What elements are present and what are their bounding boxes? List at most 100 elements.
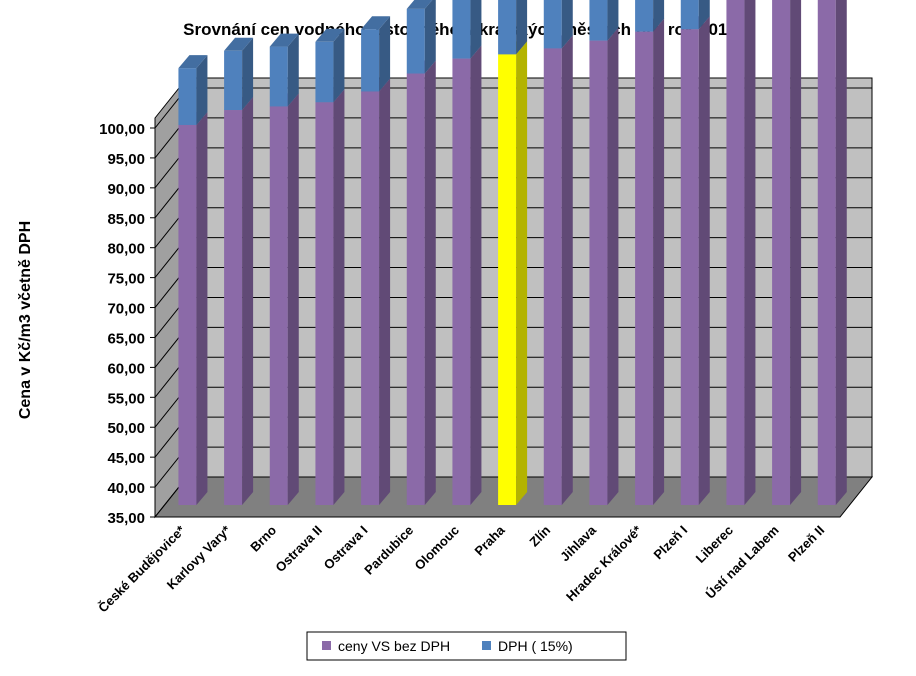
bar: [543, 35, 573, 506]
bar-front: [543, 0, 562, 49]
bar-side: [424, 60, 436, 506]
bar: [817, 0, 847, 506]
bar-side: [516, 41, 528, 506]
bar: [406, 0, 436, 74]
bar-top: [178, 55, 208, 69]
y-tick-label: 50,00: [107, 420, 145, 437]
bar: [269, 33, 299, 107]
bar: [315, 89, 345, 505]
x-tick-label: Jihlava: [557, 522, 599, 564]
bar-front: [224, 50, 243, 111]
bar-front: [315, 102, 334, 505]
legend: [306, 631, 627, 661]
bar: [635, 0, 665, 32]
y-tick-label: 95,00: [107, 151, 145, 168]
bar-front: [543, 48, 562, 506]
bar-front: [178, 124, 197, 505]
y-tick-label: 90,00: [107, 181, 145, 198]
bar-top: [269, 33, 299, 47]
bar-side: [561, 0, 573, 49]
bar-side: [470, 45, 482, 505]
bar-top: [315, 28, 345, 42]
bar-side: [424, 0, 436, 74]
bar-side: [196, 111, 208, 505]
bar-side: [333, 89, 345, 505]
bar-front: [269, 106, 288, 505]
y-tick-label: 80,00: [107, 241, 145, 258]
y-tick-label: 75,00: [107, 271, 145, 288]
x-tick-label: Liberec: [693, 523, 736, 566]
y-tick-label: 70,00: [107, 301, 145, 318]
bar-side: [379, 16, 391, 92]
x-tick-label: Zlín: [526, 522, 553, 549]
legend-swatch: [322, 641, 331, 650]
bar-side: [835, 0, 847, 505]
bar-front: [589, 40, 608, 506]
legend-label: ceny VS bez DPH: [338, 638, 450, 654]
bar-side: [607, 0, 619, 41]
bar: [315, 28, 345, 103]
bar-front: [772, 0, 791, 505]
bar-side: [242, 97, 254, 505]
bar: [452, 0, 482, 59]
bar-front: [589, 0, 608, 41]
bar-side: [653, 18, 665, 506]
y-tick-label: 60,00: [107, 360, 145, 377]
bar-side: [790, 0, 802, 505]
x-tick-label: České Budějovice*: [95, 522, 189, 616]
bar: [498, 41, 528, 506]
y-tick-label: 65,00: [107, 330, 145, 347]
y-axis-title: Cena v Kč/m3 včetně DPH: [17, 221, 34, 419]
bar-side: [744, 0, 756, 505]
bar-top: [224, 37, 254, 51]
bar: [406, 60, 436, 506]
bar-front: [452, 58, 471, 505]
bar: [361, 16, 391, 92]
bar-top: [406, 0, 433, 9]
x-tick-label: Plzeň II: [785, 523, 827, 565]
bar-front: [680, 29, 699, 505]
bar-front: [498, 0, 517, 55]
y-tick-label: 100,00: [99, 121, 145, 138]
x-tick-label: Pardubice: [361, 523, 416, 578]
bar-side: [653, 0, 665, 32]
bar: [589, 27, 619, 506]
bar: [452, 45, 482, 505]
y-tick-label: 85,00: [107, 211, 145, 228]
bar-side: [516, 0, 528, 55]
bar-front: [406, 73, 425, 506]
bar: [680, 0, 710, 30]
bar-front: [269, 46, 288, 107]
x-tick-label: Olomouc: [412, 523, 462, 573]
bar-front: [315, 41, 334, 103]
bar: [178, 55, 208, 125]
y-tick-label: 55,00: [107, 390, 145, 407]
bar-front: [635, 0, 654, 32]
bar: [224, 97, 254, 505]
y-tick-label: 45,00: [107, 450, 145, 467]
bar-side: [698, 0, 710, 30]
bar-front: [498, 54, 517, 506]
bar-side: [379, 78, 391, 505]
bar: [543, 0, 573, 49]
bar-side: [561, 35, 573, 506]
bar-side: [698, 16, 710, 505]
bar-side: [287, 33, 299, 107]
bar-front: [452, 0, 471, 59]
bar: [589, 0, 619, 41]
bar-side: [196, 55, 208, 125]
bar: [224, 37, 254, 111]
x-tick-label: Praha: [471, 522, 508, 559]
bar-front: [361, 91, 380, 505]
bar-side: [287, 93, 299, 505]
y-tick-label: 35,00: [107, 510, 145, 527]
bar-side: [242, 37, 254, 111]
bar: [726, 0, 756, 506]
bar-side: [333, 28, 345, 103]
bar-front: [224, 110, 243, 505]
legend-swatch: [482, 641, 491, 650]
x-tick-label: Ostrava II: [272, 523, 325, 576]
bar: [178, 111, 208, 505]
bar: [680, 16, 710, 505]
